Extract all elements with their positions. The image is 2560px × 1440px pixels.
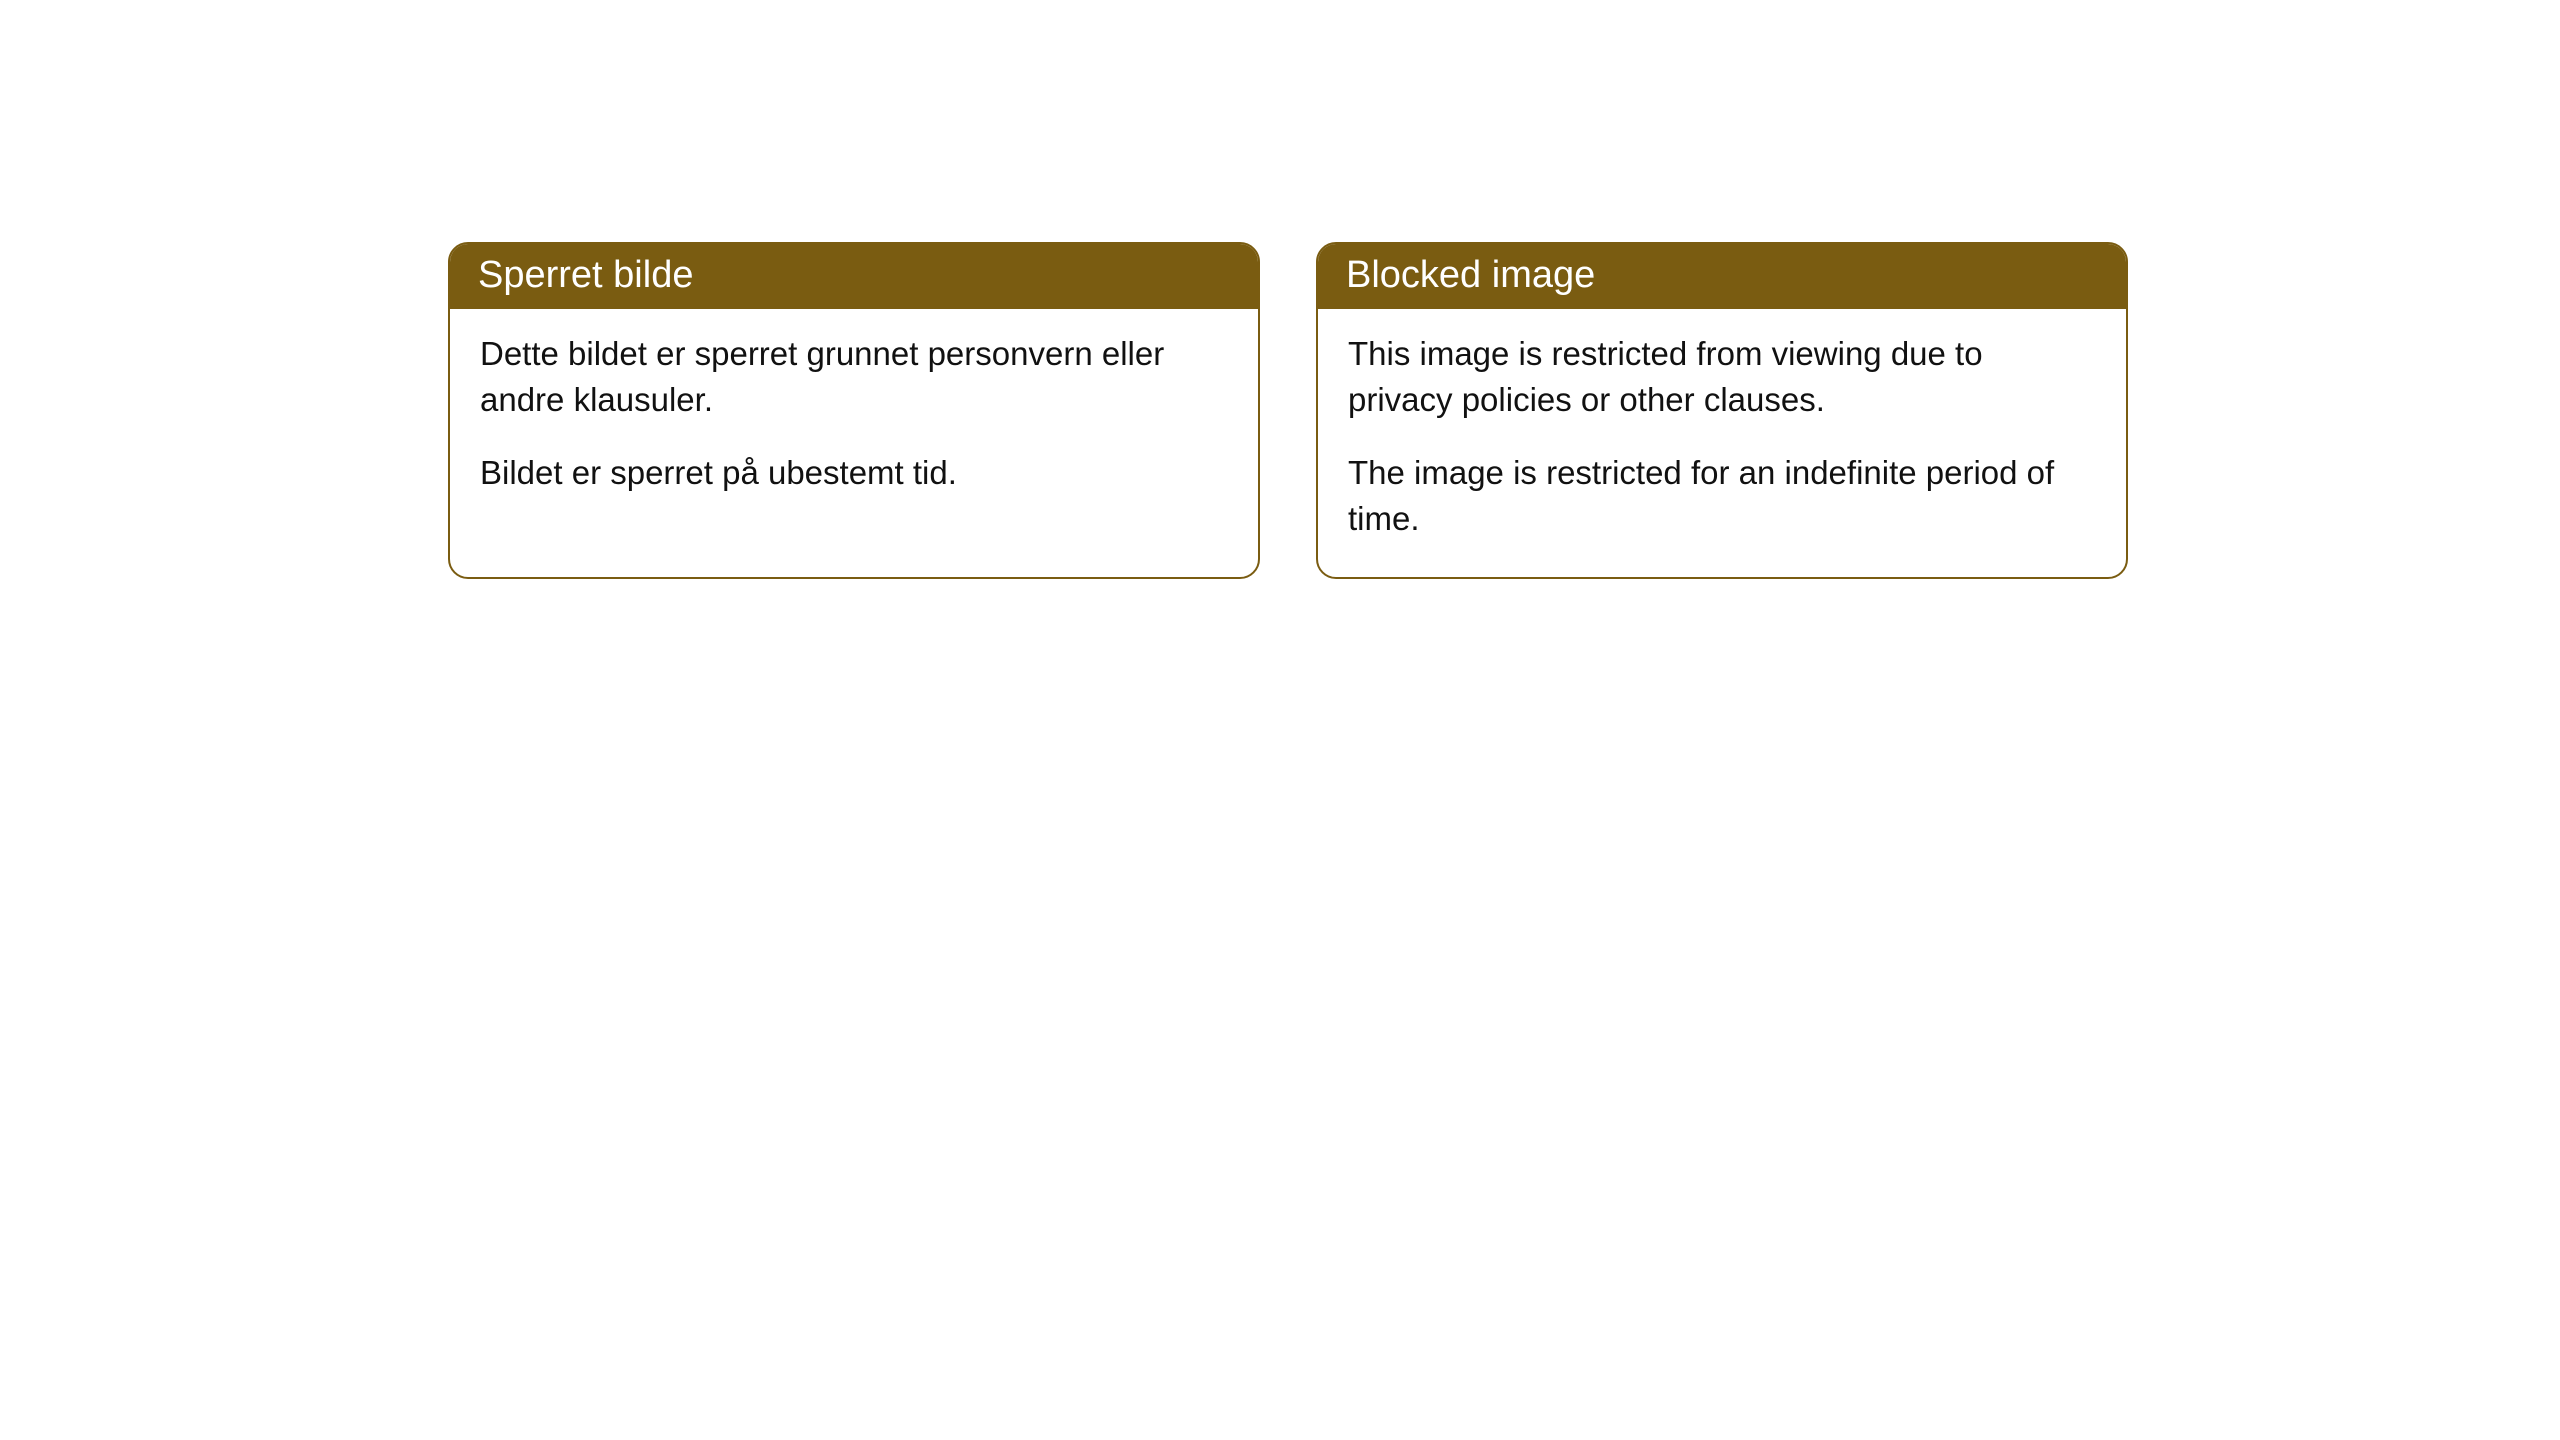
card-header-norwegian: Sperret bilde — [450, 244, 1258, 309]
card-text-en-1: This image is restricted from viewing du… — [1348, 331, 2096, 422]
card-text-no-2: Bildet er sperret på ubestemt tid. — [480, 450, 1228, 496]
card-header-english: Blocked image — [1318, 244, 2126, 309]
card-norwegian: Sperret bilde Dette bildet er sperret gr… — [448, 242, 1260, 579]
card-text-no-1: Dette bildet er sperret grunnet personve… — [480, 331, 1228, 422]
card-body-english: This image is restricted from viewing du… — [1318, 309, 2126, 577]
card-english: Blocked image This image is restricted f… — [1316, 242, 2128, 579]
card-body-norwegian: Dette bildet er sperret grunnet personve… — [450, 309, 1258, 532]
cards-container: Sperret bilde Dette bildet er sperret gr… — [448, 242, 2560, 579]
card-text-en-2: The image is restricted for an indefinit… — [1348, 450, 2096, 541]
